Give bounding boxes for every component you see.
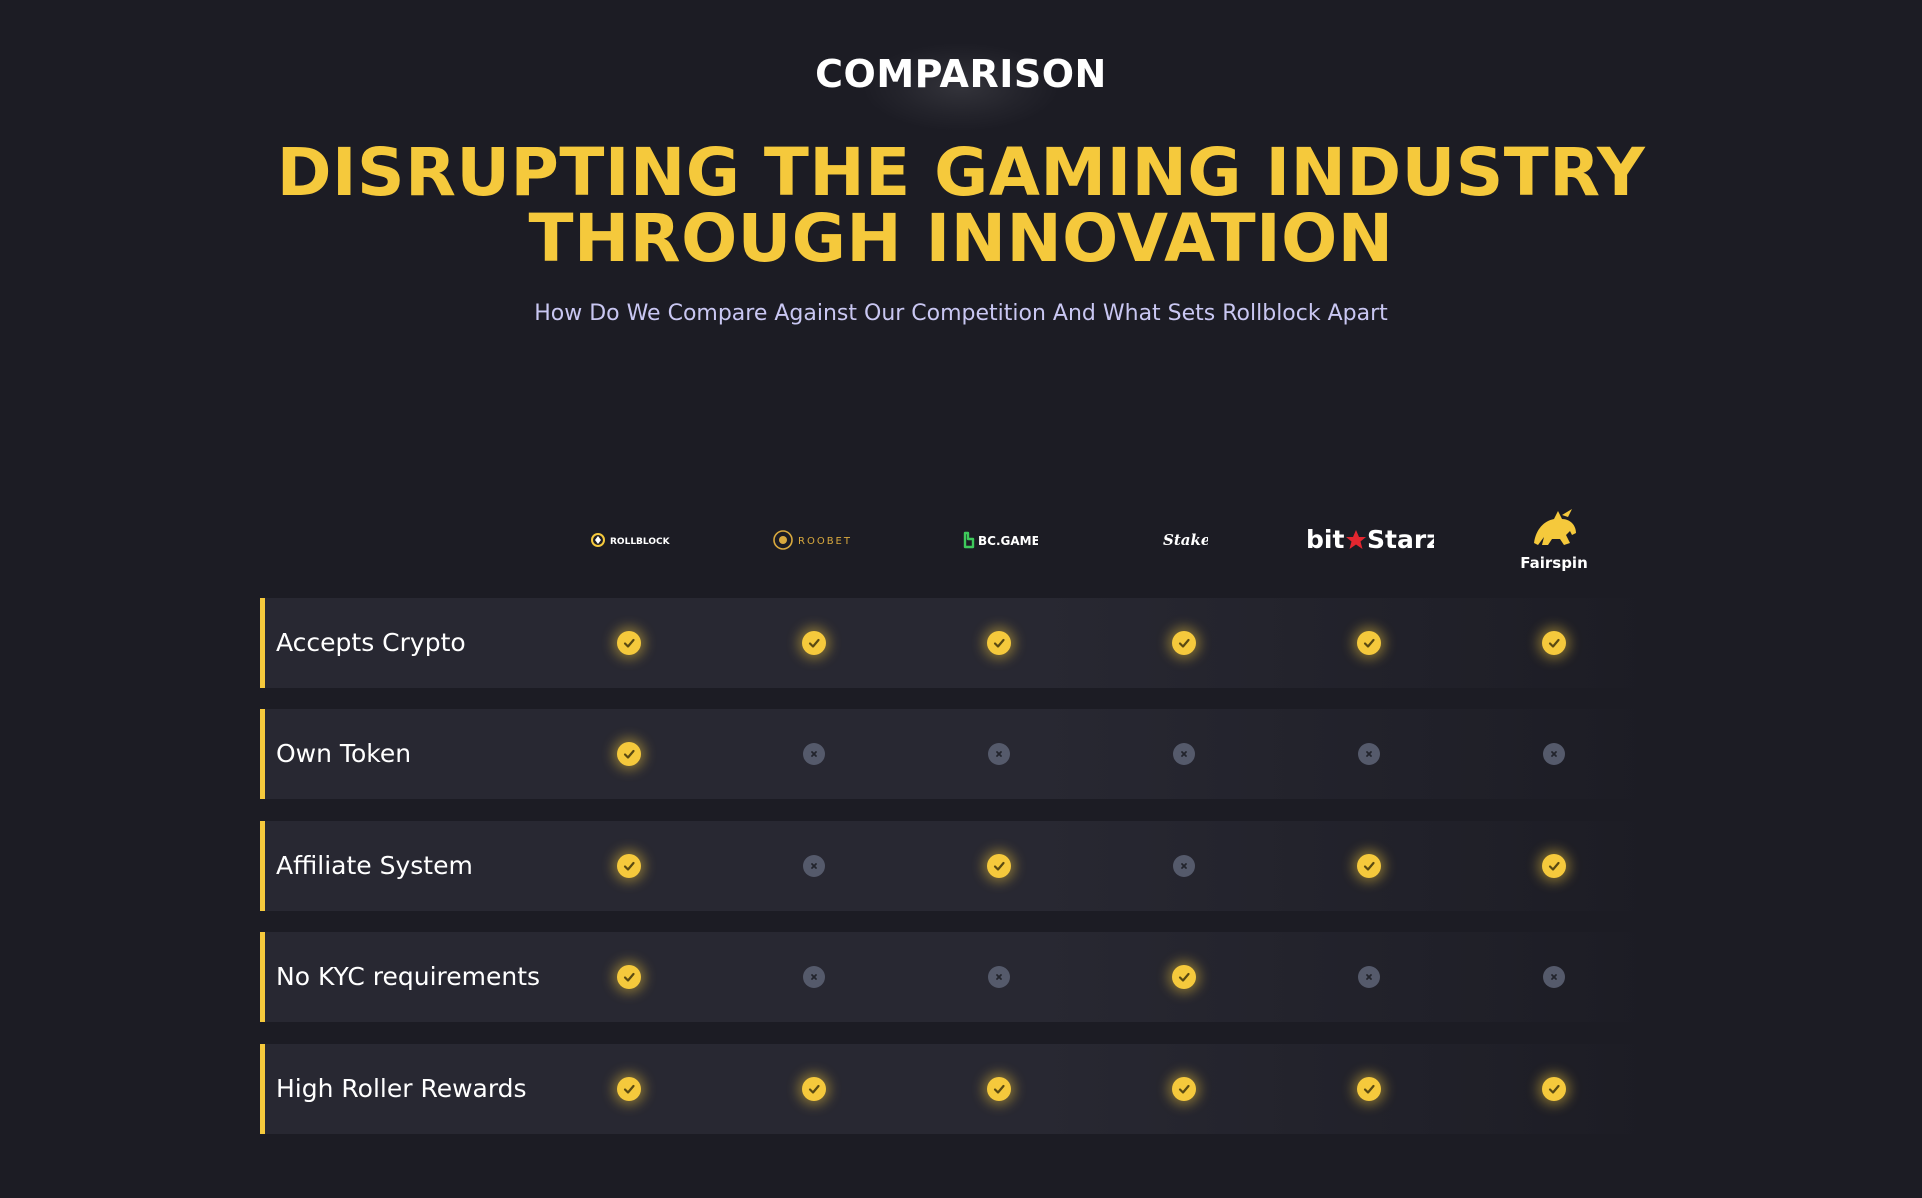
comparison-cell (1524, 1044, 1584, 1134)
feature-label: Accepts Crypto (276, 628, 466, 657)
check-circle-icon (617, 854, 641, 878)
check-circle-icon (1542, 631, 1566, 655)
comparison-cell (784, 709, 844, 799)
svg-text:ROOBET: ROOBET (798, 536, 852, 547)
check-circle-icon (1357, 1077, 1381, 1101)
comparison-cell (784, 932, 844, 1022)
comparison-cell (599, 709, 659, 799)
check-circle-icon (617, 965, 641, 989)
check-circle-icon (1172, 631, 1196, 655)
comparison-cell (1154, 932, 1214, 1022)
comparison-cell (599, 1044, 659, 1134)
check-circle-icon (1172, 965, 1196, 989)
headline-line-2: THROUGH INNOVATION (528, 200, 1394, 277)
check-circle-icon (1542, 854, 1566, 878)
x-circle-icon (1173, 743, 1195, 765)
comparison-cell (1339, 932, 1399, 1022)
comparison-cell (784, 598, 844, 688)
row-accent-bar (260, 598, 265, 688)
section-headline: DISRUPTING THE GAMING INDUSTRY THROUGH I… (0, 140, 1922, 272)
headline-line-1: DISRUPTING THE GAMING INDUSTRY (276, 134, 1646, 211)
rollblock-logo-icon: ROLLBLOCK (545, 500, 715, 580)
comparison-cell (1524, 821, 1584, 911)
table-row: Affiliate System (260, 821, 1660, 911)
check-circle-icon (1172, 1077, 1196, 1101)
svg-text:bit: bit (1306, 525, 1344, 554)
comparison-cell (1154, 821, 1214, 911)
x-circle-icon (803, 743, 825, 765)
x-circle-icon (1543, 743, 1565, 765)
stake-logo-icon: Stake (1099, 500, 1269, 580)
comparison-cell (969, 598, 1029, 688)
comparison-cell (1524, 709, 1584, 799)
comparison-cell (599, 932, 659, 1022)
feature-label: High Roller Rewards (276, 1074, 527, 1103)
x-circle-icon (1358, 743, 1380, 765)
comparison-cell (969, 709, 1029, 799)
svg-text:ROLLBLOCK: ROLLBLOCK (610, 537, 670, 547)
bitstarz-logo-icon: bit Starz (1284, 500, 1454, 580)
check-circle-icon (617, 742, 641, 766)
comparison-cell (784, 1044, 844, 1134)
check-circle-icon (617, 1077, 641, 1101)
bcgame-logo-icon: BC.GAME (915, 500, 1085, 580)
comparison-cell (1339, 709, 1399, 799)
table-row: Own Token (260, 709, 1660, 799)
row-accent-bar (260, 932, 265, 1022)
eyebrow-glow (861, 42, 1061, 132)
row-accent-bar (260, 821, 265, 911)
fairspin-logo-icon: Fairspin (1469, 500, 1639, 580)
check-circle-icon (1357, 854, 1381, 878)
x-circle-icon (988, 743, 1010, 765)
comparison-cell (969, 1044, 1029, 1134)
check-circle-icon (617, 631, 641, 655)
check-circle-icon (802, 1077, 826, 1101)
svg-text:Fairspin: Fairspin (1520, 554, 1588, 572)
comparison-cell (1154, 709, 1214, 799)
check-circle-icon (1357, 631, 1381, 655)
comparison-cell (969, 932, 1029, 1022)
table-row: High Roller Rewards (260, 1044, 1660, 1134)
section-eyebrow: COMPARISON (815, 52, 1107, 96)
comparison-cell (599, 821, 659, 911)
svg-text:BC.GAME: BC.GAME (978, 534, 1038, 548)
comparison-cell (599, 598, 659, 688)
comparison-cell (1339, 1044, 1399, 1134)
comparison-cell (969, 821, 1029, 911)
x-circle-icon (803, 966, 825, 988)
feature-label: Own Token (276, 739, 412, 768)
check-circle-icon (802, 631, 826, 655)
check-circle-icon (1542, 1077, 1566, 1101)
x-circle-icon (1543, 966, 1565, 988)
eyebrow-container: COMPARISON (0, 30, 1922, 132)
svg-text:Stake: Stake (1163, 531, 1208, 549)
section-subtitle: How Do We Compare Against Our Competitio… (534, 301, 1388, 326)
comparison-cell (1339, 598, 1399, 688)
comparison-cell (1524, 598, 1584, 688)
roobet-logo-icon: ROOBET (730, 500, 900, 580)
competitor-logos: ROLLBLOCK ROOBET BC.GAME Stake (0, 500, 1922, 580)
check-circle-icon (987, 854, 1011, 878)
comparison-cell (1154, 598, 1214, 688)
comparison-cell (1339, 821, 1399, 911)
x-circle-icon (1173, 855, 1195, 877)
row-accent-bar (260, 709, 265, 799)
feature-label: Affiliate System (276, 851, 473, 880)
row-accent-bar (260, 1044, 265, 1134)
x-circle-icon (1358, 966, 1380, 988)
x-circle-icon (803, 855, 825, 877)
check-circle-icon (987, 1077, 1011, 1101)
table-row: No KYC requirements (260, 932, 1660, 1022)
svg-text:Starz: Starz (1367, 525, 1434, 554)
comparison-cell (784, 821, 844, 911)
table-row: Accepts Crypto (260, 598, 1660, 688)
x-circle-icon (988, 966, 1010, 988)
comparison-cell (1154, 1044, 1214, 1134)
check-circle-icon (987, 631, 1011, 655)
feature-label: No KYC requirements (276, 962, 541, 991)
comparison-cell (1524, 932, 1584, 1022)
